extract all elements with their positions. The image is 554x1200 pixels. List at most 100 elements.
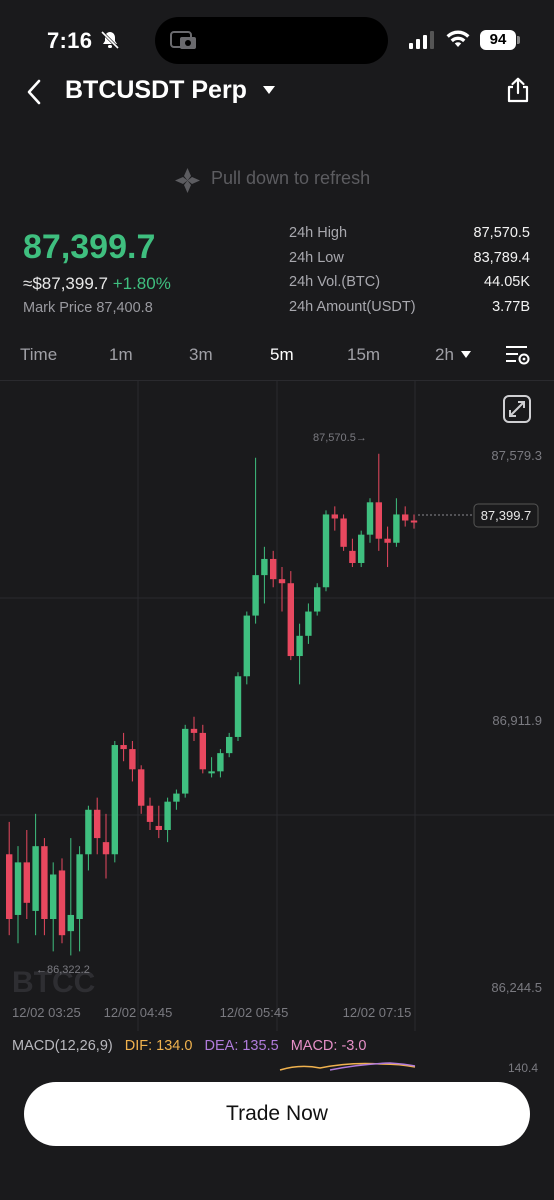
y-tick-bottom: 86,244.5: [491, 980, 542, 995]
price-change-percent: +1.80%: [112, 274, 171, 293]
candle-up: [243, 615, 250, 677]
camera-indicator-icon: [170, 30, 198, 55]
macd-legend: MACD(12,26,9) DIF: 134.0 DEA: 135.5 MACD…: [12, 1038, 374, 1054]
candle-up: [173, 793, 180, 802]
candle-up: [67, 914, 74, 932]
status-time: 7:16: [47, 28, 93, 53]
candle-up: [261, 558, 268, 576]
candle-down: [138, 769, 145, 806]
stat-value-24h-low: 83,789.4: [473, 250, 530, 266]
candle-down: [270, 558, 277, 580]
candle-down: [94, 809, 101, 839]
pull-to-refresh-text: Pull down to refresh: [211, 168, 371, 188]
candle-up: [164, 801, 171, 830]
cellular-signal-icon: [409, 31, 435, 54]
tab-3m[interactable]: 3m: [189, 345, 213, 364]
candle-up: [234, 676, 242, 737]
candle-up: [208, 771, 215, 774]
candle-up: [358, 534, 365, 563]
candle-down: [58, 870, 66, 936]
candle-down: [287, 583, 294, 657]
tab-time[interactable]: Time: [20, 345, 58, 364]
high-marker: 87,570.5→: [313, 432, 367, 444]
candle-down: [155, 825, 162, 830]
candle-down: [410, 520, 418, 523]
tab-5m[interactable]: 5m: [270, 345, 294, 364]
candle-up: [305, 611, 312, 636]
wifi-icon: [446, 29, 470, 54]
candle-up: [393, 514, 400, 543]
candle-up: [252, 575, 259, 616]
candle-up: [226, 736, 233, 754]
stat-value-24h-amount: 3.77B: [492, 299, 530, 315]
candle-up: [85, 809, 92, 855]
candle-down: [199, 732, 206, 770]
candle-down: [41, 846, 48, 920]
stat-label-24h-vol: 24h Vol.(BTC): [289, 274, 381, 290]
candle-up: [314, 587, 321, 612]
candle-down: [340, 518, 347, 547]
candle-down: [129, 749, 136, 770]
stat-label-24h-low: 24h Low: [289, 250, 344, 266]
tab-2h[interactable]: 2h: [435, 345, 454, 364]
candle-down: [190, 728, 198, 733]
candle-up: [366, 502, 374, 535]
x-tick-2: 12/02 04:45: [104, 1005, 173, 1020]
x-tick-1: 12/02 03:25: [12, 1005, 81, 1020]
macd-value: MACD: -3.0: [290, 1038, 367, 1054]
battery-tip: [517, 36, 520, 44]
approx-usd-price: ≈$87,399.7: [23, 274, 108, 293]
fullscreen-icon[interactable]: [503, 395, 531, 423]
candle-down: [349, 550, 356, 563]
stat-value-24h-high: 87,570.5: [473, 225, 530, 241]
candle-up: [111, 745, 118, 855]
macd-dea: DEA: 135.5: [204, 1038, 279, 1054]
back-chevron-icon[interactable]: [25, 79, 45, 110]
stat-label-24h-amount: 24h Amount(USDT): [289, 299, 416, 315]
last-price-tag: 87,399.7: [481, 508, 532, 523]
candle-down: [23, 862, 30, 903]
candle-up: [182, 728, 189, 794]
macd-label: MACD(12,26,9): [12, 1038, 113, 1054]
last-price-tag-box: [473, 503, 539, 528]
candle-down: [146, 805, 154, 822]
candle-down: [402, 514, 409, 521]
candle-down: [6, 854, 13, 920]
watermark-text: BTCC: [12, 966, 95, 999]
candle-up: [32, 846, 39, 911]
candle-up: [50, 874, 57, 920]
candle-up: [217, 753, 224, 772]
trade-now-button[interactable]: Trade Now: [24, 1082, 530, 1146]
y-tick-mid: 86,911.9: [492, 713, 542, 728]
stat-value-24h-vol: 44.05K: [484, 274, 530, 290]
macd-lines: 140.4: [279, 1061, 538, 1072]
chart-settings-icon[interactable]: [505, 344, 531, 371]
refresh-logo-icon: [174, 167, 201, 199]
interval-dropdown-caret-icon[interactable]: [461, 351, 471, 358]
macd-dif: DIF: 134.0: [124, 1038, 193, 1054]
candle-down: [375, 502, 382, 539]
share-icon[interactable]: [504, 76, 532, 109]
battery-indicator: 94: [480, 30, 516, 50]
x-tick-3: 12/02 05:45: [220, 1005, 289, 1020]
candle-up: [322, 514, 330, 588]
chart-grid: [0, 381, 554, 1031]
candlestick-chart[interactable]: BTCC 87,579.3 86,911.9 86,244.5 87,570.5…: [0, 381, 554, 1031]
bell-muted-icon: [100, 30, 120, 55]
candle-down: [384, 538, 391, 543]
tab-15m[interactable]: 15m: [347, 345, 381, 364]
macd-partial-value: 140.4: [508, 1061, 538, 1072]
tabs-divider: [0, 380, 554, 381]
approx-price-line: ≈$87,399.7 +1.80%: [23, 274, 171, 294]
candle-down: [278, 579, 286, 584]
tab-1m[interactable]: 1m: [109, 345, 133, 364]
x-tick-4: 12/02 07:15: [343, 1005, 412, 1020]
candle-down: [331, 514, 338, 519]
symbol-title[interactable]: BTCUSDT Perp: [65, 76, 247, 104]
symbol-dropdown-caret-icon[interactable]: [263, 86, 275, 94]
mark-price: Mark Price 87,400.8: [23, 300, 153, 316]
low-marker: ←86,322.2: [36, 964, 90, 976]
candle-up: [14, 862, 22, 915]
candle-up: [296, 635, 303, 657]
stat-label-24h-high: 24h High: [289, 225, 348, 241]
